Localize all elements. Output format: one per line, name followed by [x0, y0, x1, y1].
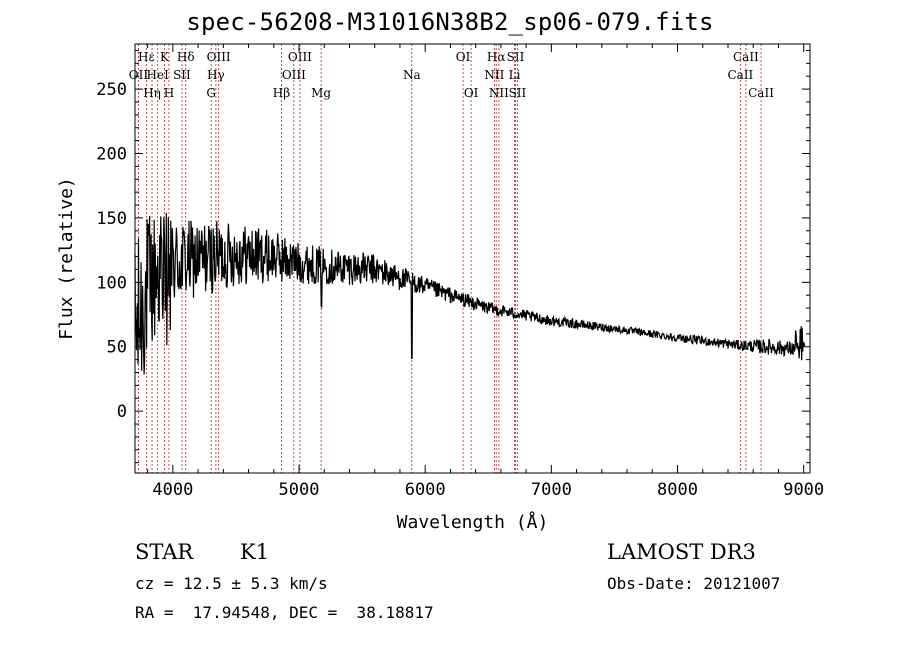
- y-tick-label: 150: [96, 209, 127, 229]
- x-tick-label: 4000: [152, 480, 193, 500]
- line-marker-label: SII: [509, 86, 527, 100]
- y-tick-label: 250: [96, 80, 127, 100]
- line-markers: Hε OII Hη HeI K H Hδ SII OIII Hγ G Hβ OIII OIII Mg Na OI…: [129, 44, 774, 473]
- line-marker-label: OIII: [288, 50, 312, 64]
- y-tick-label: 100: [96, 273, 127, 293]
- line-marker-label: H: [164, 86, 174, 100]
- line-marker-label: Hη: [143, 86, 161, 100]
- line-marker-label: Li: [509, 68, 521, 82]
- line-marker-label: Mg: [311, 86, 331, 100]
- y-axis-label: Flux (relative): [56, 177, 77, 340]
- y-tick-label: 0: [117, 402, 127, 422]
- line-marker-label: OI: [456, 50, 471, 64]
- line-marker-label: G: [206, 86, 216, 100]
- line-marker-label: CaII: [733, 50, 759, 64]
- line-marker-label: Na: [403, 68, 421, 82]
- line-marker-label: OII: [129, 68, 149, 82]
- line-marker-label: Hα: [487, 50, 506, 64]
- line-marker-label: CaII: [727, 68, 753, 82]
- line-marker-label: Hγ: [207, 68, 225, 82]
- line-marker-label: OI: [464, 86, 479, 100]
- coordinates: RA = 17.94548, DEC = 38.18817: [135, 603, 434, 622]
- line-marker-label: K: [160, 50, 170, 64]
- spectrum-line: [134, 212, 806, 375]
- line-marker-label: OIII: [207, 50, 231, 64]
- line-marker-label: NII: [489, 86, 509, 100]
- line-marker-label: HeI: [147, 68, 170, 82]
- y-tick-label: 50: [107, 338, 127, 358]
- x-tick-label: 6000: [405, 480, 446, 500]
- line-marker-label: SII: [507, 50, 525, 64]
- line-marker-label: Hδ: [177, 50, 195, 64]
- survey-name: LAMOST DR3: [607, 540, 756, 564]
- x-tick-label: 9000: [783, 480, 824, 500]
- x-tick-label: 7000: [531, 480, 572, 500]
- x-tick-label: 8000: [657, 480, 698, 500]
- x-tick-label: 5000: [279, 480, 320, 500]
- x-axis-label: Wavelength (Å): [397, 511, 549, 533]
- plot-frame: [134, 43, 811, 474]
- redshift-text: cz = 12.5 ± 5.3 km/s: [135, 574, 328, 593]
- line-marker-label: Hε: [138, 50, 155, 64]
- line-marker-label: Hβ: [273, 86, 290, 100]
- chart-title: spec-56208-M31016N38B2_sp06-079.fits: [186, 8, 714, 36]
- object-subclass: K1: [240, 540, 270, 564]
- axis-ticks: 4000 5000 6000 7000 8000 9000 0 50 100 150 200 250: [96, 44, 824, 500]
- obs-date: Obs-Date: 20121007: [607, 574, 781, 593]
- y-tick-label: 200: [96, 145, 127, 165]
- object-class: STAR: [135, 540, 194, 564]
- line-marker-label: CaII: [748, 86, 774, 100]
- spectrum-series: [134, 212, 806, 375]
- line-marker-label: OIII: [282, 68, 306, 82]
- line-marker-label: SII: [173, 68, 191, 82]
- line-marker-label: NII: [484, 68, 504, 82]
